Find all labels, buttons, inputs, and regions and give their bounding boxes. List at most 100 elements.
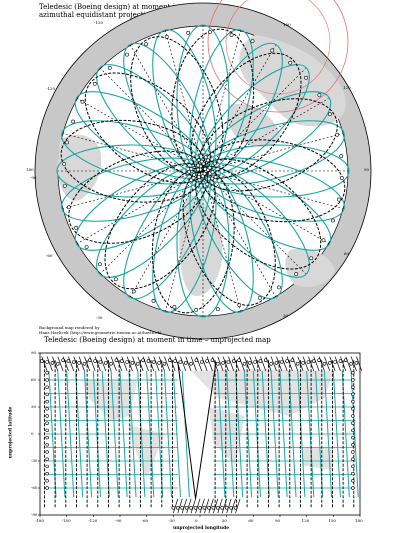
track-line [137, 356, 144, 372]
satellite-marker [45, 407, 49, 411]
satellite-marker [71, 119, 76, 124]
track-line [324, 356, 331, 372]
satellite-marker [309, 256, 314, 261]
satellite-marker [164, 34, 169, 39]
satellite-marker [306, 360, 311, 364]
rim-label: 150 [283, 22, 291, 27]
track-line [244, 356, 251, 372]
satellite-marker [205, 158, 210, 163]
land-shape [179, 195, 223, 296]
track-line [169, 356, 176, 372]
track-line [208, 498, 214, 514]
satellite-marker [45, 392, 49, 397]
land-shape [302, 447, 334, 470]
x-tick-label: 30 [221, 518, 227, 523]
satellite-marker [250, 39, 255, 44]
track-line [46, 356, 53, 372]
satellite-marker [62, 183, 67, 188]
credit-line2: Hans Havlicek (http://www.geometrie.tuwi… [39, 330, 162, 335]
satellite-marker [113, 277, 118, 282]
satellite-marker [351, 371, 355, 375]
track-line [329, 356, 336, 372]
satellite-marker [125, 360, 129, 364]
radial-track [202, 170, 276, 297]
track-line [265, 356, 272, 372]
satellite-marker [226, 360, 231, 364]
radial-track [130, 170, 204, 297]
satellite-marker [45, 414, 49, 418]
track-line [230, 498, 236, 514]
satellite-marker [335, 132, 340, 137]
radial-track [100, 170, 204, 274]
satellite-marker [317, 93, 322, 97]
track-line [110, 356, 117, 372]
track-line [57, 356, 64, 372]
radial-track [202, 45, 276, 172]
track-line [68, 356, 75, 372]
track-line [180, 356, 187, 372]
credit-line1: Background map rendered by [39, 325, 100, 330]
satellite-marker [189, 361, 193, 366]
track-line [345, 356, 352, 372]
satellite-marker [321, 238, 326, 243]
rim-label: 90 [364, 167, 370, 172]
satellite-marker [45, 471, 49, 476]
satellite-marker [192, 172, 197, 177]
x-tick-label: -180 [35, 518, 44, 523]
track-line [260, 356, 267, 372]
y-tick-label: 0 [31, 431, 34, 436]
track-line [41, 356, 48, 372]
track-line [185, 356, 192, 372]
land-shape [208, 407, 245, 466]
radial-track [77, 98, 204, 172]
x-tick-label: -90 [115, 518, 122, 523]
x-tick-label: -150 [61, 518, 71, 523]
satellite-marker [187, 169, 191, 174]
track-line [302, 356, 309, 372]
track-line [62, 356, 69, 372]
track-line [313, 356, 320, 372]
satellite-marker [339, 154, 344, 159]
satellite-marker [77, 361, 81, 365]
satellite-marker [333, 360, 337, 364]
satellite-marker [242, 361, 247, 366]
satellite-marker [351, 443, 355, 447]
rim-label: 60 [344, 251, 350, 256]
x-tick-label: 120 [301, 518, 310, 523]
track-line [270, 356, 277, 372]
track-line [196, 356, 203, 372]
satellite-marker [45, 435, 49, 440]
track-line [105, 356, 112, 372]
track-line [190, 356, 197, 372]
x-tick-label: 0 [195, 518, 198, 523]
satellite-marker [295, 361, 300, 366]
track-line [297, 356, 304, 372]
satellite-marker [294, 272, 299, 276]
orbit-line [181, 370, 190, 498]
satellite-marker [351, 486, 355, 490]
y-tick-label: 90 [31, 350, 37, 355]
radial-track [202, 170, 306, 274]
track-line [153, 356, 160, 372]
radial-track [165, 30, 204, 172]
track-line [94, 356, 101, 372]
satellite-marker [277, 285, 281, 290]
radial-track [202, 170, 344, 209]
track-line [340, 356, 347, 372]
radial-track [202, 170, 241, 312]
satellite-marker [215, 361, 220, 366]
track-line [222, 356, 229, 372]
radial-track [62, 170, 204, 209]
land-shape [239, 35, 346, 127]
radial-track [202, 98, 329, 172]
satellite-marker [327, 361, 332, 365]
track-line [177, 498, 183, 514]
track-line [356, 356, 363, 372]
satellite-marker [199, 360, 204, 364]
satellite-marker [215, 307, 220, 312]
y-tick-label: 30 [31, 404, 37, 409]
satellite-marker [351, 435, 355, 440]
satellite-marker [253, 360, 257, 364]
rim-label: -60 [46, 253, 53, 258]
satellite-marker [62, 162, 67, 166]
